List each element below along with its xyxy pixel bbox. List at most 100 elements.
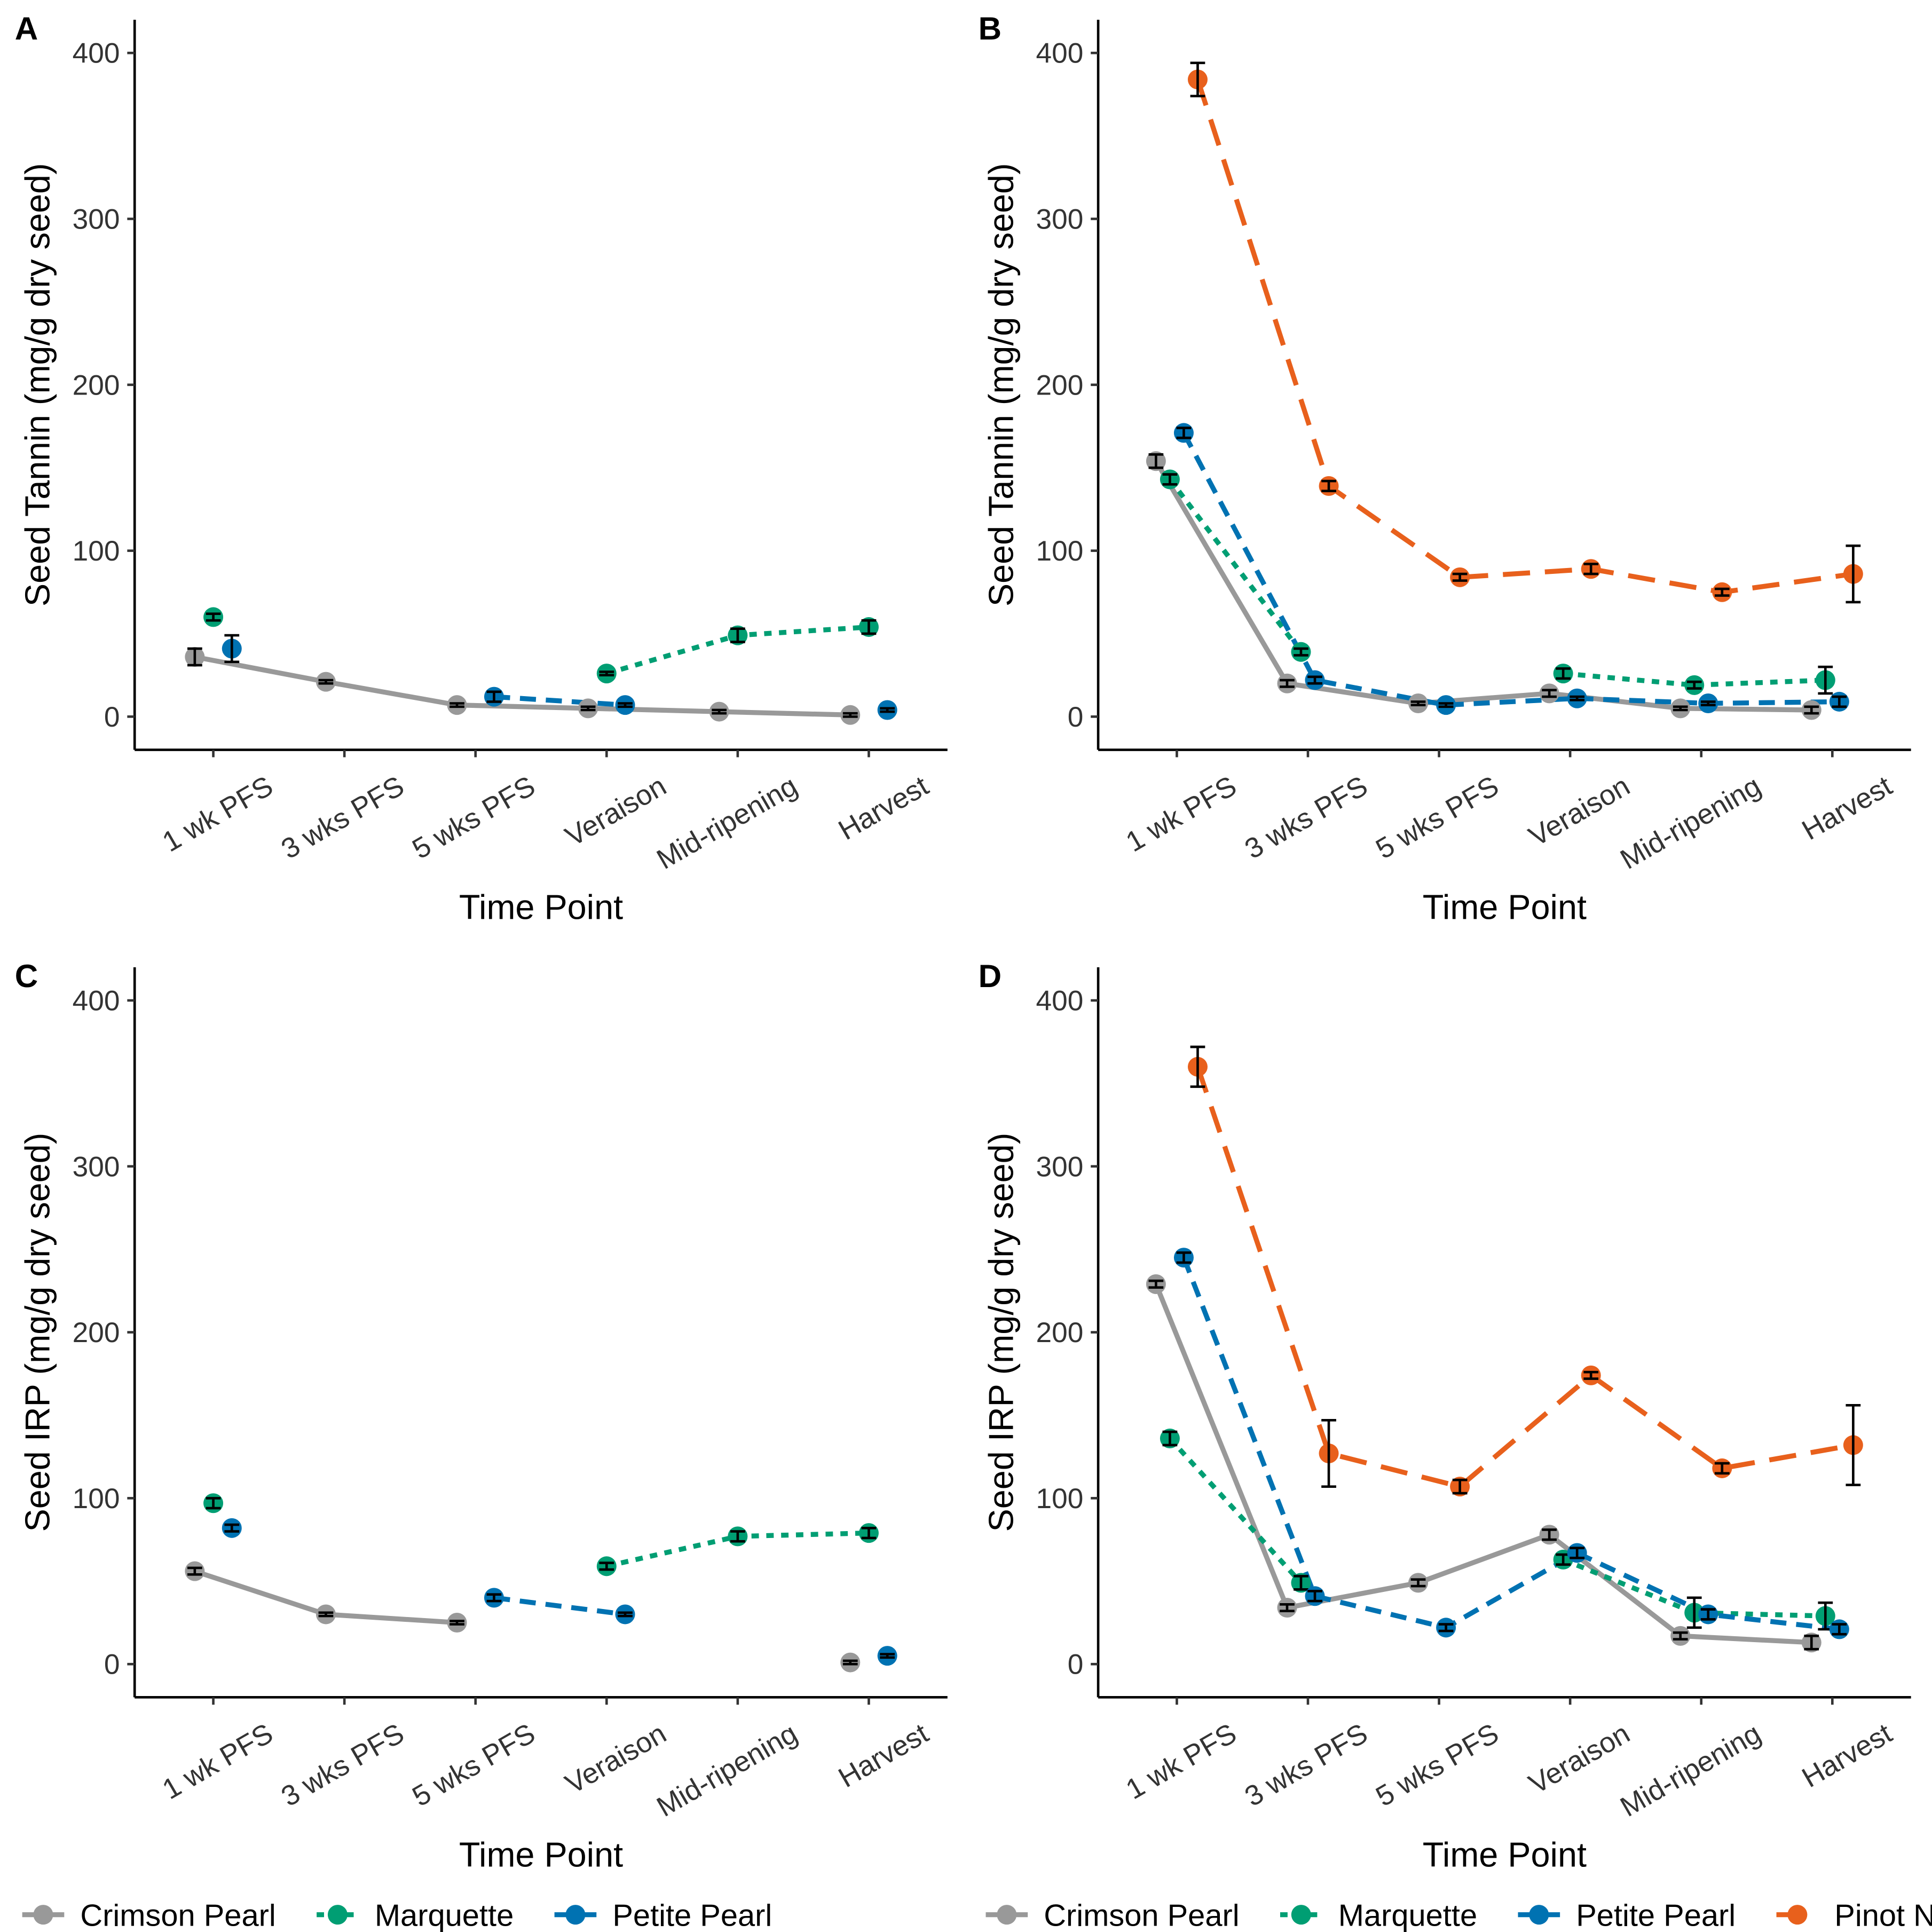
error-bar	[580, 705, 596, 712]
error-bar	[1832, 695, 1847, 708]
error-bar	[1832, 1623, 1847, 1636]
y-axis-title: Seed Tannin (mg/g dry seed)	[981, 163, 1020, 606]
error-bar	[1452, 572, 1468, 582]
error-bar	[1804, 705, 1819, 715]
y-tick-label: 100	[1036, 1483, 1084, 1515]
x-tick-label: 5 wks PFS	[407, 1717, 541, 1812]
x-axis-title: Time Point	[1423, 888, 1587, 927]
error-bar	[486, 1593, 502, 1603]
error-bar	[1452, 1478, 1468, 1495]
error-bar	[1410, 1578, 1426, 1588]
error-bar	[1714, 587, 1730, 597]
x-tick-label: Harvest	[833, 1717, 934, 1794]
error-bar	[1583, 1370, 1599, 1380]
error-bar	[1673, 705, 1688, 712]
y-tick-label: 300	[1036, 203, 1084, 235]
x-tick-label: 1 wk PFS	[1121, 770, 1242, 858]
error-bar	[730, 1530, 745, 1543]
series-line	[494, 1598, 887, 1656]
error-bar	[206, 1497, 221, 1510]
series-line	[194, 654, 850, 717]
y-tick-label: 100	[73, 535, 120, 567]
error-bar	[730, 627, 745, 643]
legend-key-point	[997, 1905, 1017, 1925]
error-bar	[1294, 1575, 1308, 1591]
y-tick-label: 0	[104, 1649, 120, 1681]
error-bar	[486, 690, 502, 703]
x-tick-label: 1 wk PFS	[157, 770, 279, 858]
error-bar	[1714, 1462, 1730, 1475]
error-bar	[1190, 61, 1205, 98]
y-tick-label: 100	[1036, 535, 1084, 567]
y-tick-label: 400	[73, 985, 120, 1016]
y-axis-title: Seed IRP (mg/g dry seed)	[18, 1133, 57, 1532]
error-bar	[1438, 1623, 1454, 1633]
x-tick-label: Mid-ripening	[651, 1717, 802, 1823]
error-bar	[842, 1659, 858, 1666]
x-tick-label: 3 wks PFS	[276, 1717, 409, 1812]
error-bar	[1307, 675, 1322, 685]
error-bar	[880, 1653, 895, 1659]
x-tick-label: 5 wks PFS	[1371, 770, 1504, 865]
x-tick-label: Veraison	[1524, 1717, 1635, 1800]
error-bar	[224, 1523, 240, 1533]
error-bar	[1673, 1631, 1688, 1641]
legend-key-point	[1529, 1905, 1549, 1925]
error-bar	[450, 702, 464, 708]
panel-label: B	[979, 11, 1002, 46]
panel-label: A	[15, 11, 38, 46]
x-axis-title: Time Point	[459, 1835, 623, 1874]
error-bar	[1410, 700, 1426, 706]
series-line	[1154, 460, 1812, 713]
legend-key-point	[327, 1905, 348, 1925]
error-bar	[1556, 667, 1571, 680]
error-bar	[1583, 563, 1599, 575]
error-bar	[1438, 702, 1454, 708]
y-tick-label: 0	[1068, 1649, 1084, 1681]
y-tick-label: 0	[1068, 701, 1084, 733]
error-bar	[1542, 689, 1557, 698]
y-axis-title: Seed IRP (mg/g dry seed)	[981, 1133, 1020, 1532]
series-line	[1195, 1066, 1854, 1489]
legend-key-point	[33, 1905, 53, 1925]
x-tick-label: 3 wks PFS	[276, 770, 409, 865]
error-bar	[1846, 1404, 1861, 1486]
error-bar	[1321, 1418, 1336, 1488]
error-bar	[1162, 473, 1178, 486]
y-tick-label: 0	[104, 701, 120, 733]
x-tick-label: Veraison	[560, 1717, 672, 1800]
y-tick-label: 300	[73, 1151, 120, 1182]
legend-label: Petite Pearl	[1576, 1898, 1736, 1932]
error-bar	[187, 1566, 202, 1576]
error-bar	[224, 634, 240, 664]
error-bar	[861, 619, 877, 635]
error-bar	[618, 702, 633, 708]
series-line	[1181, 1257, 1840, 1632]
error-bar	[1190, 1045, 1205, 1088]
error-bar	[1570, 695, 1585, 701]
error-bar	[1294, 647, 1308, 657]
y-tick-label: 400	[1036, 38, 1084, 69]
legend-key-point	[1291, 1905, 1311, 1925]
series-line	[1168, 478, 1826, 688]
error-bar	[1804, 1635, 1819, 1651]
error-bar	[318, 679, 334, 685]
error-bar	[712, 708, 727, 715]
y-axis-title: Seed Tannin (mg/g dry seed)	[18, 163, 57, 606]
legend-label: Marquette	[375, 1898, 514, 1932]
error-bar	[1148, 1279, 1164, 1289]
y-tick-label: 400	[1036, 985, 1084, 1016]
legend-key-point	[1787, 1905, 1808, 1925]
error-bar	[1148, 453, 1164, 469]
error-bar	[1321, 479, 1336, 493]
error-bar	[1700, 1608, 1716, 1621]
y-tick-label: 300	[1036, 1151, 1084, 1182]
error-bar	[1176, 427, 1192, 439]
error-bar	[187, 647, 202, 667]
error-bar	[599, 671, 614, 677]
